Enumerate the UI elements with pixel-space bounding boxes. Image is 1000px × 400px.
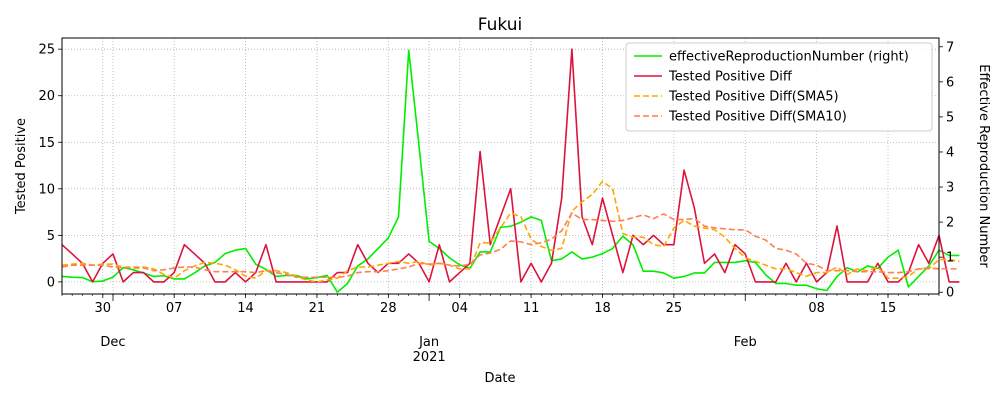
y-left-tick-label: 5: [47, 229, 55, 244]
chart-title: Fukui: [478, 15, 522, 35]
x-tick-label: 07: [166, 301, 183, 316]
y-axis-right-label: Effective Reproduction Number: [976, 64, 991, 268]
x-tick-label: 14: [237, 301, 254, 316]
legend-entry: Tested Positive Diff: [668, 70, 793, 85]
x-tick-label: 11: [523, 301, 540, 316]
y-right-tick-label: 2: [946, 216, 954, 231]
legend-box: [625, 42, 933, 132]
y-left-tick-label: 20: [38, 89, 55, 104]
y-axis-left: 0 5 10 15 20 25: [38, 43, 62, 290]
x-tick-label: 18: [594, 301, 611, 316]
y-right-tick-label: 7: [946, 40, 954, 55]
y-right-tick-label: 6: [946, 75, 954, 90]
y-axis-right: 0 1 2 3 4 5 6 7: [939, 40, 954, 301]
y-right-tick-label: 1: [946, 251, 954, 266]
series-line-2: [61, 180, 960, 283]
y-left-tick-label: 0: [47, 275, 55, 290]
x-tick-label: 25: [666, 301, 683, 316]
y-right-tick-label: 0: [946, 286, 954, 301]
x-month-label: Dec: [100, 335, 125, 350]
y-left-tick-label: 25: [38, 43, 55, 58]
legend-entry: Tested Positive Diff(SMA10): [668, 110, 847, 125]
x-tick-label: 08: [808, 301, 825, 316]
y-right-tick-label: 3: [946, 181, 954, 196]
x-tick-label: 15: [880, 301, 897, 316]
y-right-tick-label: 4: [946, 145, 954, 160]
legend-entry: effectiveReproductionNumber (right): [669, 50, 909, 65]
x-tick-label: 04: [451, 301, 468, 316]
y-left-tick-label: 15: [38, 136, 55, 151]
x-tick-label: 21: [309, 301, 326, 316]
y-axis-left-label: Tested Positive: [14, 118, 29, 215]
series-line-1: [61, 48, 960, 283]
x-year-label: 2021: [413, 350, 446, 365]
x-month-label: Jan: [418, 335, 439, 350]
x-tick-label: 28: [380, 301, 397, 316]
series-group: [61, 48, 960, 294]
x-axis-label: Date: [484, 371, 515, 386]
x-month-label: Feb: [734, 335, 757, 350]
y-left-tick-label: 10: [38, 182, 55, 197]
legend-entry: Tested Positive Diff(SMA5): [668, 90, 839, 105]
y-right-tick-label: 5: [946, 110, 954, 125]
series-line-3: [61, 212, 960, 279]
legend: effectiveReproductionNumber (right) Teste…: [625, 42, 933, 132]
x-tick-label: 30: [95, 301, 112, 316]
